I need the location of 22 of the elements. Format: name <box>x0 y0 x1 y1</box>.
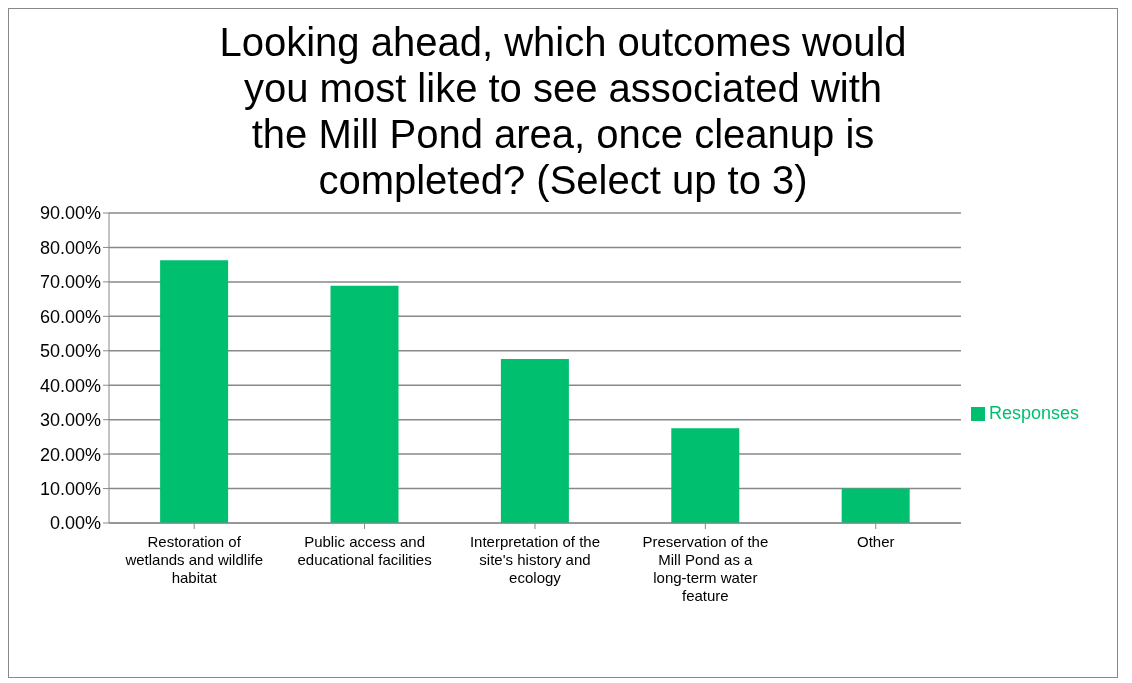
bar <box>500 359 569 523</box>
bar <box>671 428 740 523</box>
y-tick-label: 40.00% <box>39 375 101 396</box>
y-tick-label: 20.00% <box>39 444 101 465</box>
y-tick-label: 80.00% <box>39 237 101 258</box>
bar <box>160 260 229 523</box>
x-tick-label: Public access and educational facilities <box>297 533 432 568</box>
bar <box>330 285 399 523</box>
legend-label: Responses <box>988 402 1079 423</box>
y-tick-label: 60.00% <box>39 306 101 327</box>
x-tick-label: Preservation of the Mill Pond as a long-term water feature <box>642 533 769 604</box>
x-tick-label: Interpretation of the site's history and ecology <box>469 533 601 586</box>
y-tick-label: 0.00% <box>49 513 101 534</box>
bar <box>841 488 910 523</box>
y-tick-label: 30.00% <box>39 410 101 431</box>
y-tick-label: 10.00% <box>39 478 101 499</box>
x-tick-label: Other <box>856 533 895 550</box>
y-tick-label: 50.00% <box>39 341 101 362</box>
y-tick-label: 90.00% <box>39 203 101 224</box>
chart-title: Looking ahead, which outcomes would you most like to see associated with the Mill Pond area, once cleanup is completed? (Select up to 3) <box>218 19 908 203</box>
y-tick-label: 70.00% <box>39 272 101 293</box>
x-tick-label: Restoration of wetlands and wildlife habitat <box>124 533 263 586</box>
